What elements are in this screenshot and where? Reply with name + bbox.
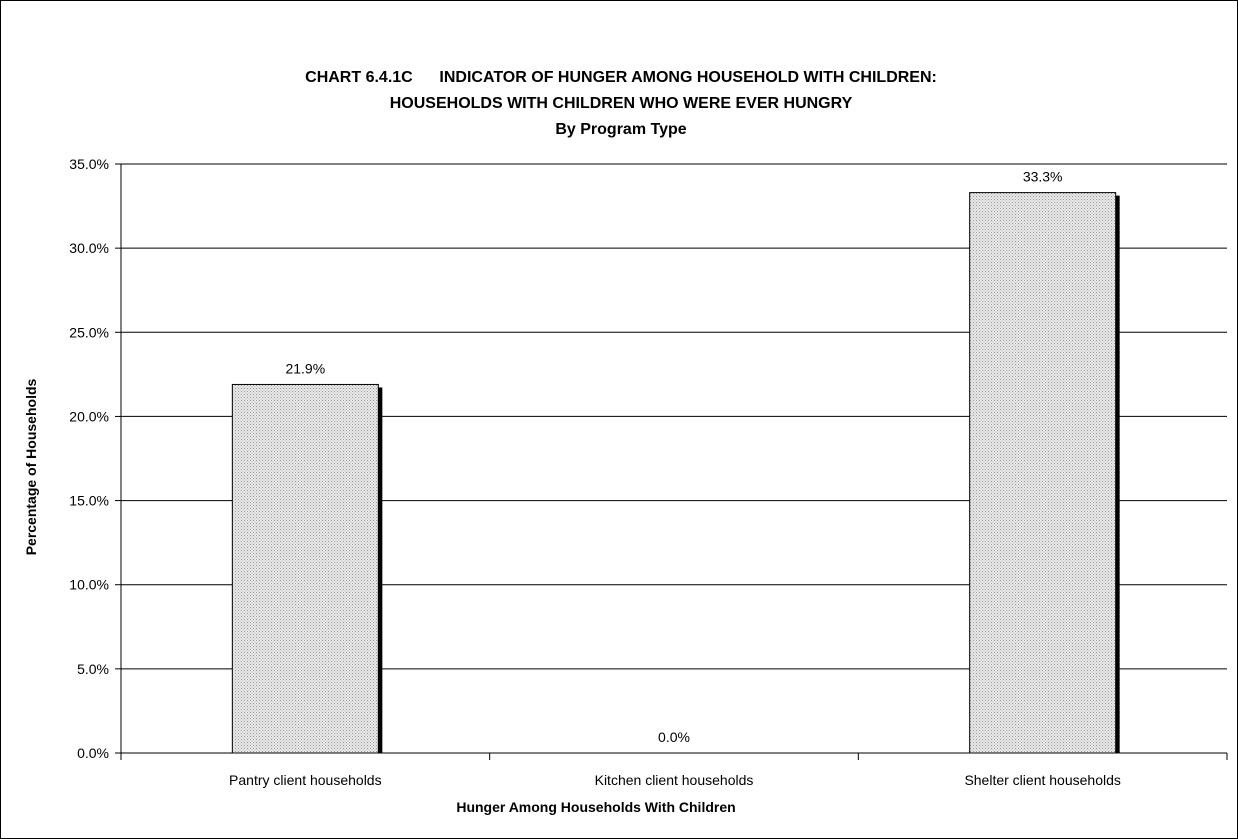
data-label: 21.9% <box>285 360 325 376</box>
chart-title-line-1: CHART 6.4.1C INDICATOR OF HUNGER AMONG H… <box>305 69 937 86</box>
bar <box>969 192 1117 754</box>
y-tick-label: 10.0% <box>69 577 109 593</box>
data-label: 33.3% <box>1023 169 1063 185</box>
x-tick-label: Shelter client households <box>964 772 1120 788</box>
y-axis-ticks: 0.0% 5.0% 10.0% 15.0% 20.0% 25.0% 30.0% 35.0% <box>69 156 121 761</box>
bar <box>231 383 379 754</box>
x-axis-ticks: Pantry client households Kitchen client h… <box>120 753 1228 788</box>
y-tick-label: 5.0% <box>77 661 109 677</box>
data-label: 0.0% <box>658 729 690 745</box>
data-labels: 21.9% 0.0% 33.3% <box>285 169 1062 745</box>
axes <box>120 164 1227 754</box>
y-tick-label: 0.0% <box>77 745 109 761</box>
y-tick-label: 25.0% <box>69 324 109 340</box>
y-tick-label: 30.0% <box>69 240 109 256</box>
x-axis-title: Hunger Among Households With Children <box>456 799 735 815</box>
y-tick-label: 20.0% <box>69 408 109 424</box>
x-tick-label: Kitchen client households <box>595 772 754 788</box>
bars <box>231 192 1120 754</box>
y-tick-label: 35.0% <box>69 156 109 172</box>
chart-subtitle: By Program Type <box>555 121 686 138</box>
y-axis-title: Percentage of Households <box>23 378 39 555</box>
y-tick-label: 15.0% <box>69 493 109 509</box>
x-tick-label: Pantry client households <box>229 772 382 788</box>
chart-title-line-2: HOUSEHOLDS WITH CHILDREN WHO WERE EVER H… <box>390 95 853 112</box>
